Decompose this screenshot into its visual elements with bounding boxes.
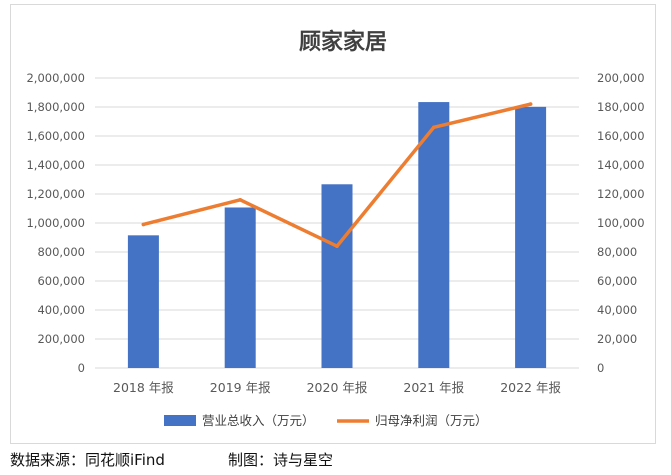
- y-right-tick-label: 120,000: [597, 187, 645, 201]
- y-right-tick-label: 0: [597, 361, 604, 375]
- y-right-tick-label: 200,000: [597, 71, 645, 85]
- bar-1: [127, 235, 159, 368]
- x-tick-label: 2018 年报: [113, 380, 174, 395]
- profit-point-4: [432, 125, 436, 130]
- chart: 顾家家居 0 200,000 400,000 600,000 800,000 1,000,0…: [26, 29, 645, 428]
- y-left-tick-label: 1,600,000: [26, 129, 85, 143]
- y-right-tick-label: 100,000: [597, 216, 645, 230]
- y-right-tick-label: 140,000: [597, 158, 645, 172]
- profit-point-1: [141, 222, 146, 227]
- profit-point-3: [335, 244, 339, 248]
- chart-title: 顾家家居: [299, 29, 387, 55]
- credit-caption: 制图：诗与星空: [228, 451, 334, 469]
- y-right-tick-label: 40,000: [597, 303, 637, 317]
- y-right-tick-label: 20,000: [597, 332, 637, 346]
- x-tick-label: 2020 年报: [307, 380, 368, 395]
- legend-bar-label: 营业总收入（万元）: [202, 413, 315, 428]
- y-right-tick-label: 80,000: [597, 245, 637, 259]
- y-left-tick-label: 200,000: [37, 332, 85, 346]
- y-left-tick-label: 600,000: [37, 274, 85, 288]
- x-tick-label: 2021 年报: [403, 380, 464, 395]
- profit-point-5: [528, 102, 533, 106]
- legend-bar-swatch: [164, 415, 196, 426]
- x-tick-label: 2019 年报: [210, 380, 271, 395]
- y-left-tick-label: 1,400,000: [26, 158, 85, 172]
- legend-line-label: 归母净利润（万元）: [375, 413, 488, 428]
- bar-3: [321, 184, 353, 368]
- y-left-tick-label: 800,000: [37, 245, 85, 259]
- y-left-tick-label: 2,000,000: [26, 71, 85, 85]
- y-right-tick-label: 60,000: [597, 274, 637, 288]
- y-left-tick-label: 400,000: [37, 303, 85, 317]
- chart-frame: 顾家家居 0 200,000 400,000 600,000 800,000 1,000,0…: [10, 4, 656, 444]
- y-right-tick-label: 180,000: [597, 100, 645, 114]
- bar-4: [418, 102, 450, 368]
- bar-2: [224, 207, 256, 368]
- source-caption: 数据来源：同花顺iFind: [10, 451, 165, 469]
- x-tick-label: 2022 年报: [500, 380, 561, 395]
- profit-point-2: [238, 198, 242, 202]
- y-left-tick-label: 1,000,000: [26, 216, 85, 230]
- y-left-tick-label: 1,800,000: [26, 100, 85, 114]
- bar-5: [515, 106, 547, 368]
- y-left-tick-label: 0: [78, 361, 85, 375]
- y-right-tick-label: 160,000: [597, 129, 645, 143]
- y-left-tick-label: 1,200,000: [26, 187, 85, 201]
